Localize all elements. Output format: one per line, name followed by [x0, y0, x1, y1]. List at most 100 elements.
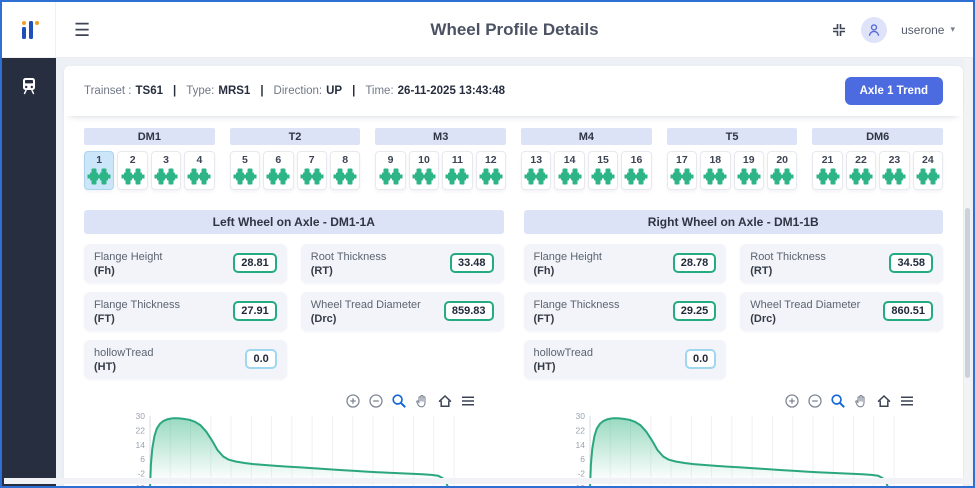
coach-tab-m3[interactable]: M3	[375, 128, 507, 145]
wheel-number: 4	[196, 154, 203, 166]
wheelset-icon	[849, 168, 873, 185]
wheelset-icon	[187, 168, 211, 185]
wheel-cell-1[interactable]: 1	[84, 151, 115, 190]
box-zoom-icon[interactable]	[391, 393, 407, 409]
measurement-value: 27.91	[233, 301, 277, 322]
zoom-out-icon[interactable]	[368, 393, 384, 409]
wheel-cell-13[interactable]: 13	[521, 151, 552, 190]
home-icon[interactable]	[437, 393, 453, 409]
coach-row: DM1 1 2 3 4 T2 5 6 7 8 M3 9 10 11 12 M4 13 14 15 16 T5 17 18 19…	[84, 128, 944, 194]
left-wheel-profile-block: 3022146-2-100918273645546372819099108117…	[84, 393, 504, 486]
coach-group-t5: T5 17 18 19 20	[666, 128, 798, 194]
wheel-cell-20[interactable]: 20	[766, 151, 798, 190]
wheel-cell-21[interactable]: 21	[812, 151, 843, 190]
wheel-number: 3	[163, 154, 169, 166]
horizontal-scrollbar[interactable]	[4, 478, 971, 484]
wheel-cell-5[interactable]: 5	[229, 151, 261, 190]
scrollbar-thumb[interactable]	[965, 208, 970, 378]
wheel-cell-2[interactable]: 2	[117, 151, 148, 190]
user-icon	[868, 23, 880, 36]
measurement-label: Root Thickness (RT)	[750, 251, 826, 277]
left-wheel-profile-chart[interactable]: 3022146-2-100918273645546372819099108117…	[124, 410, 484, 486]
wheel-cell-3[interactable]: 3	[150, 151, 182, 190]
wheel-number: 6	[275, 154, 282, 166]
wheelset-icon	[770, 168, 794, 185]
wheel-number: 14	[563, 154, 576, 166]
wheel-cell-15[interactable]: 15	[587, 151, 619, 190]
measurement-value: 28.81	[233, 253, 277, 274]
coach-group-m3: M3 9 10 11 12	[375, 128, 507, 194]
wheel-cell-9[interactable]: 9	[375, 151, 406, 190]
wheel-cell-7[interactable]: 7	[296, 151, 327, 190]
info-divider: |	[352, 85, 356, 97]
pan-icon[interactable]	[414, 393, 430, 409]
home-icon[interactable]	[876, 393, 892, 409]
wheel-number: 8	[342, 154, 349, 166]
measurement-ht: hollowTread (HT) 0.0	[84, 339, 287, 379]
measurement-label: Root Thickness (RT)	[310, 251, 387, 277]
box-zoom-icon[interactable]	[830, 393, 846, 409]
coach-tab-m4[interactable]: M4	[521, 128, 652, 145]
svg-text:30: 30	[575, 411, 585, 421]
zoom-in-icon[interactable]	[784, 393, 800, 409]
measurement-drc: Wheel Tread Diameter (Drc) 859.83	[300, 291, 504, 331]
wheel-cell-23[interactable]: 23	[879, 151, 910, 190]
wheel-number: 19	[742, 154, 755, 166]
pan-icon[interactable]	[853, 393, 869, 409]
vertical-scrollbar[interactable]	[964, 58, 971, 478]
coach-group-dm1: DM1 1 2 3 4	[84, 128, 215, 194]
coach-tab-dm1[interactable]: DM1	[84, 128, 215, 145]
coach-tab-t2[interactable]: T2	[229, 128, 361, 145]
svg-text:-10: -10	[133, 483, 146, 486]
menu-icon[interactable]	[460, 393, 476, 409]
avatar[interactable]	[861, 16, 888, 43]
coach-group-dm6: DM6 21 22 23 24	[812, 128, 944, 194]
wheel-cell-22[interactable]: 22	[845, 151, 877, 190]
wheel-cell-6[interactable]: 6	[263, 151, 294, 190]
menu-icon[interactable]	[899, 393, 915, 409]
measurement-label: Flange Height (Fh)	[533, 251, 603, 277]
wheelset-icon	[816, 168, 840, 185]
app-logo	[2, 2, 56, 58]
left-wheel-panel: Left Wheel on Axle - DM1-1A Flange Height…	[84, 210, 504, 379]
top-bar: ☰ Wheel Profile Details userone ▾	[56, 2, 973, 58]
wheel-cell-12[interactable]: 12	[475, 151, 507, 190]
wheel-cell-19[interactable]: 19	[733, 151, 764, 190]
wheel-cell-11[interactable]: 11	[442, 151, 473, 190]
wheelset-icon	[591, 168, 615, 185]
wheel-number: 5	[241, 154, 248, 166]
wheelset-icon	[87, 168, 111, 185]
measurement-label: Wheel Tread Diameter (Drc)	[750, 298, 861, 325]
coach-tab-t5[interactable]: T5	[666, 128, 798, 145]
measurement-value: 33.48	[449, 253, 494, 274]
wheel-cell-18[interactable]: 18	[700, 151, 731, 190]
wheel-cell-17[interactable]: 17	[666, 151, 698, 190]
compress-icon[interactable]	[831, 22, 847, 38]
menu-icon[interactable]: ☰	[74, 19, 91, 40]
measurement-label: Flange Height (Fh)	[94, 251, 163, 277]
right-wheel-profile-chart[interactable]: 3022146-2-100918273645546372819099108117…	[564, 410, 924, 486]
wheel-number: 23	[888, 154, 901, 166]
measurement-ft: Flange Thickness (FT) 29.25	[523, 291, 727, 331]
measurement-label: hollowTread (HT)	[533, 346, 594, 373]
train-icon[interactable]	[19, 76, 39, 96]
zoom-in-icon[interactable]	[345, 393, 361, 409]
zoom-out-icon[interactable]	[807, 393, 823, 409]
wheel-number: 7	[308, 154, 315, 166]
measurement-value: 859.83	[443, 301, 494, 322]
wheel-number: 20	[776, 154, 788, 166]
info-bar: Trainset : TS61 | Type: MRS1 | Direction: UP | Ti…	[64, 66, 963, 116]
right-wheel-panel: Right Wheel on Axle - DM1-1B Flange Heigh…	[523, 210, 943, 379]
user-menu[interactable]: userone	[901, 22, 945, 37]
wheel-cell-16[interactable]: 16	[621, 151, 652, 190]
wheel-cell-4[interactable]: 4	[184, 151, 215, 190]
coach-tab-dm6[interactable]: DM6	[812, 128, 944, 145]
axle-trend-button[interactable]: Axle 1 Trend	[844, 77, 943, 105]
measurement-value: 34.58	[889, 253, 933, 274]
wheel-cell-10[interactable]: 10	[408, 151, 440, 190]
wheel-cell-8[interactable]: 8	[329, 151, 361, 190]
wheel-cell-24[interactable]: 24	[912, 151, 944, 190]
wheel-number: 17	[676, 154, 688, 166]
wheel-cell-14[interactable]: 14	[554, 151, 585, 190]
